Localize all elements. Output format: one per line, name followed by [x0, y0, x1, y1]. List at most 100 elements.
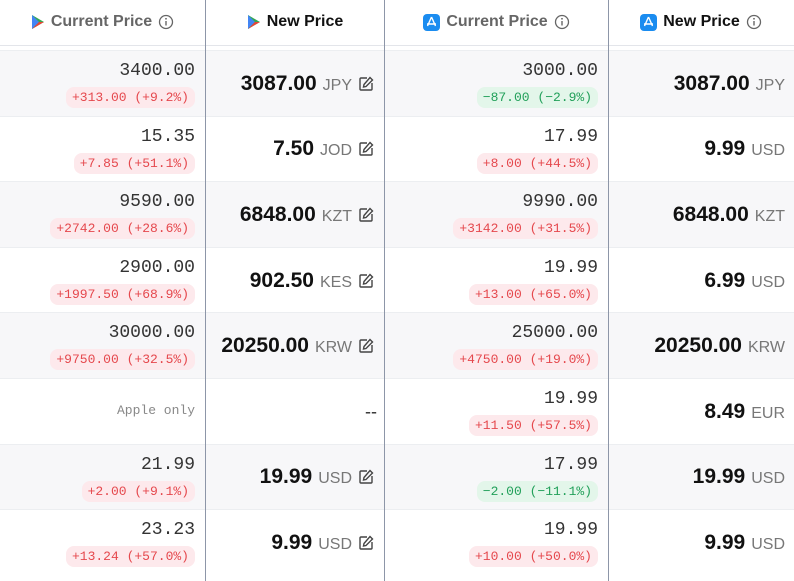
price-change-badge: +1997.50 (+68.9%): [50, 283, 195, 305]
header-bar: [0, 0, 794, 46]
edit-icon[interactable]: [358, 273, 374, 289]
new-price: 902.50 KES: [250, 269, 352, 293]
current-price: 9590.00: [119, 192, 195, 213]
edit-icon[interactable]: [358, 76, 374, 92]
edit-button[interactable]: [358, 535, 374, 551]
table-row: 15.35 +7.85 (+51.1%) 7.50 JOD 17.99 +8.00 (+4…: [0, 115, 794, 183]
header-cell: New Price: [608, 0, 794, 44]
edit-button[interactable]: [358, 338, 374, 354]
price-value: 3087.00: [240, 71, 317, 95]
price-value: 9.99: [271, 530, 313, 554]
price-value: 6848.00: [672, 202, 749, 226]
price-value: 6848.00: [239, 202, 316, 226]
current-price-cell: 3000.00 −87.00 (−2.9%): [385, 51, 608, 117]
table-row: 30000.00 +9750.00 (+32.5%) 20250.00 KRW 2500…: [0, 312, 794, 379]
price-change-badge: +10.00 (+50.0%): [468, 546, 598, 568]
price-change-badge: −87.00 (−2.9%): [476, 87, 598, 108]
current-price-cell: 19.99 +11.50 (+57.5%): [385, 379, 608, 445]
info-icon[interactable]: [158, 14, 174, 30]
currency: KRW: [747, 339, 785, 357]
new-price: 9.99 USD: [271, 531, 352, 555]
currency: USD: [751, 273, 785, 291]
currency: USD: [751, 142, 785, 160]
new-price-cell: 19.99 USD: [608, 445, 794, 511]
table-row: 9590.00 +2742.00 (+28.6%) 6848.00 KZT 9990.0…: [0, 181, 794, 248]
appstore-icon: [423, 13, 441, 31]
price-value: 19.99: [692, 465, 746, 489]
edit-button[interactable]: [358, 141, 374, 157]
current-price: 25000.00: [511, 323, 598, 344]
info-icon[interactable]: [746, 14, 762, 30]
current-price-cell: 9590.00 +2742.00 (+28.6%): [0, 182, 205, 248]
edit-icon[interactable]: [358, 535, 374, 551]
new-price: 20250.00 KRW: [221, 334, 352, 358]
current-price: 23.23: [140, 520, 195, 541]
price-change-badge: −2.00 (−11.1%): [476, 480, 598, 502]
new-price-cell: 9.99 USD: [608, 117, 794, 183]
current-price-cell: 23.23 +13.24 (+57.0%): [0, 510, 205, 576]
price-value: 902.50: [249, 268, 314, 292]
price-change-badge: +3142.00 (+31.5%): [453, 218, 598, 240]
currency: USD: [751, 535, 785, 553]
currency: KES: [319, 273, 352, 291]
current-price-cell: 2900.00 +1997.50 (+68.9%): [0, 248, 205, 314]
current-price: 19.99: [543, 257, 598, 278]
edit-icon[interactable]: [358, 207, 374, 223]
table-row: 2900.00 +1997.50 (+68.9%) 902.50 KES 19.99 +1…: [0, 246, 794, 314]
currency: JPY: [755, 76, 785, 94]
price-value: 19.99: [259, 465, 313, 489]
header-cell: Current Price: [385, 0, 608, 44]
edit-button[interactable]: [358, 76, 374, 92]
header-text: Current Price: [446, 13, 548, 30]
currency: JPY: [322, 76, 352, 94]
currency: USD: [318, 535, 352, 553]
new-price-cell: 6848.00 KZT: [608, 182, 794, 248]
current-price: 9990.00: [522, 192, 598, 213]
new-price: 7.50 JOD: [273, 137, 352, 161]
new-price: 8.49 EUR: [704, 400, 785, 424]
price-change-badge: +8.00 (+44.5%): [476, 152, 598, 174]
header-text: Current Price: [50, 13, 153, 30]
table-row: 3400.00 +313.00 (+9.2%) 3087.00 JPY 3000.00 −…: [0, 50, 794, 117]
price-value: 3087.00: [673, 71, 750, 95]
edit-icon[interactable]: [358, 141, 374, 157]
current-price: 19.99: [543, 389, 598, 409]
price-value: 6.99: [704, 268, 746, 292]
new-price: 19.99 USD: [260, 465, 352, 489]
price-change-badge: +313.00 (+9.2%): [65, 87, 195, 108]
new-price-cell: 8.49 EUR: [608, 379, 794, 445]
new-price: 20250.00 KRW: [654, 334, 785, 358]
price-value: 9.99: [704, 137, 746, 161]
new-price-cell: 3087.00 JPY: [205, 51, 385, 117]
price-value: 8.49: [704, 399, 746, 423]
price-value: 20250.00: [654, 334, 742, 358]
edit-button[interactable]: [358, 469, 374, 485]
edit-button[interactable]: [358, 273, 374, 289]
new-price-cell: --: [205, 379, 385, 445]
header-cell: Current Price: [0, 0, 205, 44]
placeholder: --: [365, 401, 377, 422]
currency: KRW: [314, 339, 352, 357]
price-value: 20250.00: [221, 334, 309, 358]
current-price: 3400.00: [119, 61, 195, 81]
new-price-cell: 19.99 USD: [205, 445, 385, 511]
edit-icon[interactable]: [358, 338, 374, 354]
current-price: 30000.00: [108, 323, 195, 344]
new-price-cell: 6.99 USD: [608, 248, 794, 314]
edit-icon[interactable]: [358, 469, 374, 485]
price-value: 9.99: [704, 530, 746, 554]
note: Apple only: [116, 403, 195, 418]
current-price-cell: 25000.00 +4750.00 (+19.0%): [385, 313, 608, 379]
current-price-cell: 17.99 +8.00 (+44.5%): [385, 117, 608, 183]
current-price-cell: 15.35 +7.85 (+51.1%): [0, 117, 205, 183]
play-icon: [247, 15, 260, 29]
current-price: 15.35: [140, 126, 195, 147]
info-icon[interactable]: [554, 14, 570, 30]
header-text: New Price: [266, 13, 344, 30]
currency: KZT: [754, 207, 785, 225]
edit-button[interactable]: [358, 207, 374, 223]
currency: KZT: [321, 207, 352, 225]
current-price-cell: 30000.00 +9750.00 (+32.5%): [0, 313, 205, 379]
column-frame: [205, 0, 385, 581]
